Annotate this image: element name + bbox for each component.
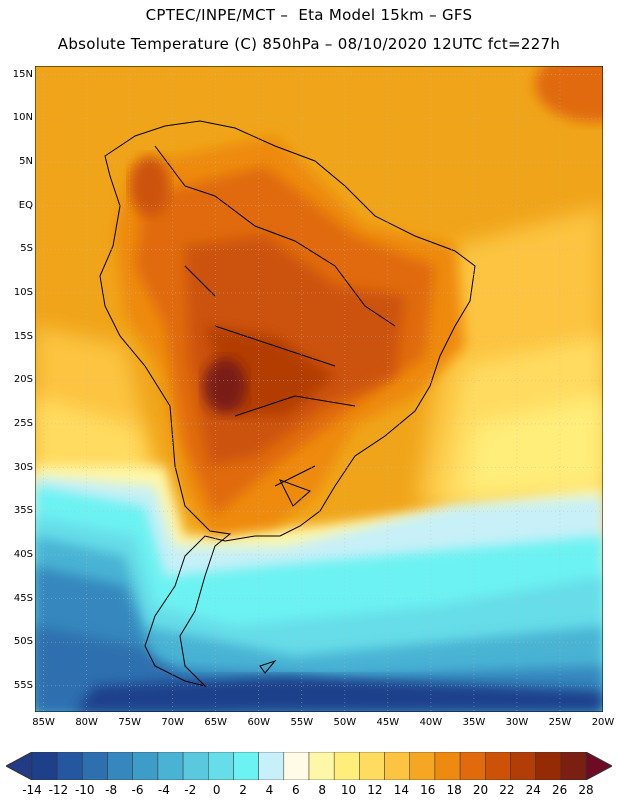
longitude-label: 25W (548, 717, 572, 728)
latitude-label: 5S (20, 243, 33, 255)
colorbar-segment (82, 752, 108, 780)
colorbar-segment (283, 752, 310, 780)
latitude-label: 10S (13, 286, 33, 298)
colorbar-segment (384, 752, 410, 780)
colorbar-tick-label: 18 (446, 783, 462, 797)
colorbar-under-triangle (6, 752, 33, 780)
colorbar-tick-label: -12 (48, 783, 69, 797)
latitude-label: 55S (13, 679, 33, 691)
colorbar-segment (132, 752, 159, 780)
colorbar-tick-label: 4 (265, 783, 274, 797)
colorbar-segment (233, 752, 259, 780)
colorbar-tick-label: 2 (239, 783, 247, 797)
colorbar-tick-label: -10 (74, 783, 95, 797)
latitude-label: 40S (13, 548, 33, 560)
colorbar-tick-label: 22 (499, 783, 515, 797)
colorbar-segment (107, 752, 133, 780)
colorbar-segment (208, 752, 234, 780)
longitude-label: 50W (333, 717, 357, 728)
latitude-label: EQ (18, 199, 33, 211)
colorbar-segment (31, 752, 58, 780)
map-title-line2: Absolute Temperature (C) 850hPa – 08/10/… (57, 35, 561, 53)
colorbar-over-triangle (585, 752, 612, 780)
map-title-line1: CPTEC/INPE/MCT – Eta Model 15km – GFS (145, 6, 473, 24)
longitude-label: 55W (290, 717, 314, 728)
latitude-label: 20S (13, 374, 33, 386)
colorbar-segment (485, 752, 511, 780)
colorbar-tick-label: 0 (212, 783, 221, 797)
colorbar-segment (333, 752, 360, 780)
longitude-label: 70W (161, 717, 184, 728)
longitude-label: 40W (419, 717, 443, 728)
colorbar-segment (308, 752, 335, 780)
latitude-label: 35S (13, 505, 33, 517)
colorbar-segment (510, 752, 536, 780)
colorbar-tick-label: -4 (157, 783, 170, 797)
colorbar-tick-label: 24 (525, 783, 541, 797)
latitude-label: 5N (19, 156, 33, 168)
coastlines (99, 120, 476, 687)
colorbar-segment (409, 752, 436, 780)
latitude-label: 30S (13, 461, 33, 473)
longitude-label: 75W (118, 717, 141, 728)
longitude-label: 30W (505, 717, 529, 728)
longitude-label: 45W (376, 717, 400, 728)
latitude-label: 15N (12, 68, 33, 80)
colorbar-tick-label: -2 (184, 783, 197, 797)
colorbar-tick-label: -14 (22, 783, 42, 797)
latitude-label: 50S (13, 636, 33, 648)
colorbar-tick-label: -6 (131, 783, 144, 797)
gridlines (35, 66, 603, 712)
colorbar-tick-label: 10 (340, 783, 357, 797)
colorbar-tick-label: 26 (551, 783, 568, 797)
colorbar-segment (560, 752, 587, 780)
colorbar-tick-label: 14 (393, 783, 409, 797)
colorbar-tick-label: 16 (420, 783, 436, 797)
longitude-label: 80W (75, 717, 98, 728)
colorbar-tick-label: -8 (105, 783, 118, 797)
colorbar-segment (434, 752, 461, 780)
longitude-label: 65W (204, 717, 228, 728)
colorbar-tick-label: 8 (318, 783, 326, 797)
colorbar-tick-label: 20 (472, 783, 489, 797)
latitude-label: 15S (13, 330, 33, 342)
longitude-label: 20W (591, 717, 615, 728)
latitude-label: 25S (13, 417, 33, 429)
temperature-field (35, 66, 603, 712)
colorbar-tick-label: 28 (578, 783, 594, 797)
colorbar-segment (157, 752, 184, 780)
latitude-label: 45S (13, 592, 33, 604)
colorbar-segment (258, 752, 285, 780)
colorbar-segment (535, 752, 562, 780)
colorbar-tick-label: 6 (291, 783, 300, 797)
longitude-label: 35W (462, 717, 486, 728)
latitude-label: 10N (12, 112, 33, 124)
colorbar-segment (182, 752, 209, 780)
colorbar (6, 752, 612, 780)
temperature-map (35, 66, 603, 712)
longitude-label: 60W (247, 717, 271, 728)
colorbar-segment (359, 752, 385, 780)
colorbar-segment (56, 752, 83, 780)
longitude-label: 85W (32, 717, 55, 728)
colorbar-tick-label: 12 (367, 783, 383, 797)
colorbar-segment (459, 752, 486, 780)
